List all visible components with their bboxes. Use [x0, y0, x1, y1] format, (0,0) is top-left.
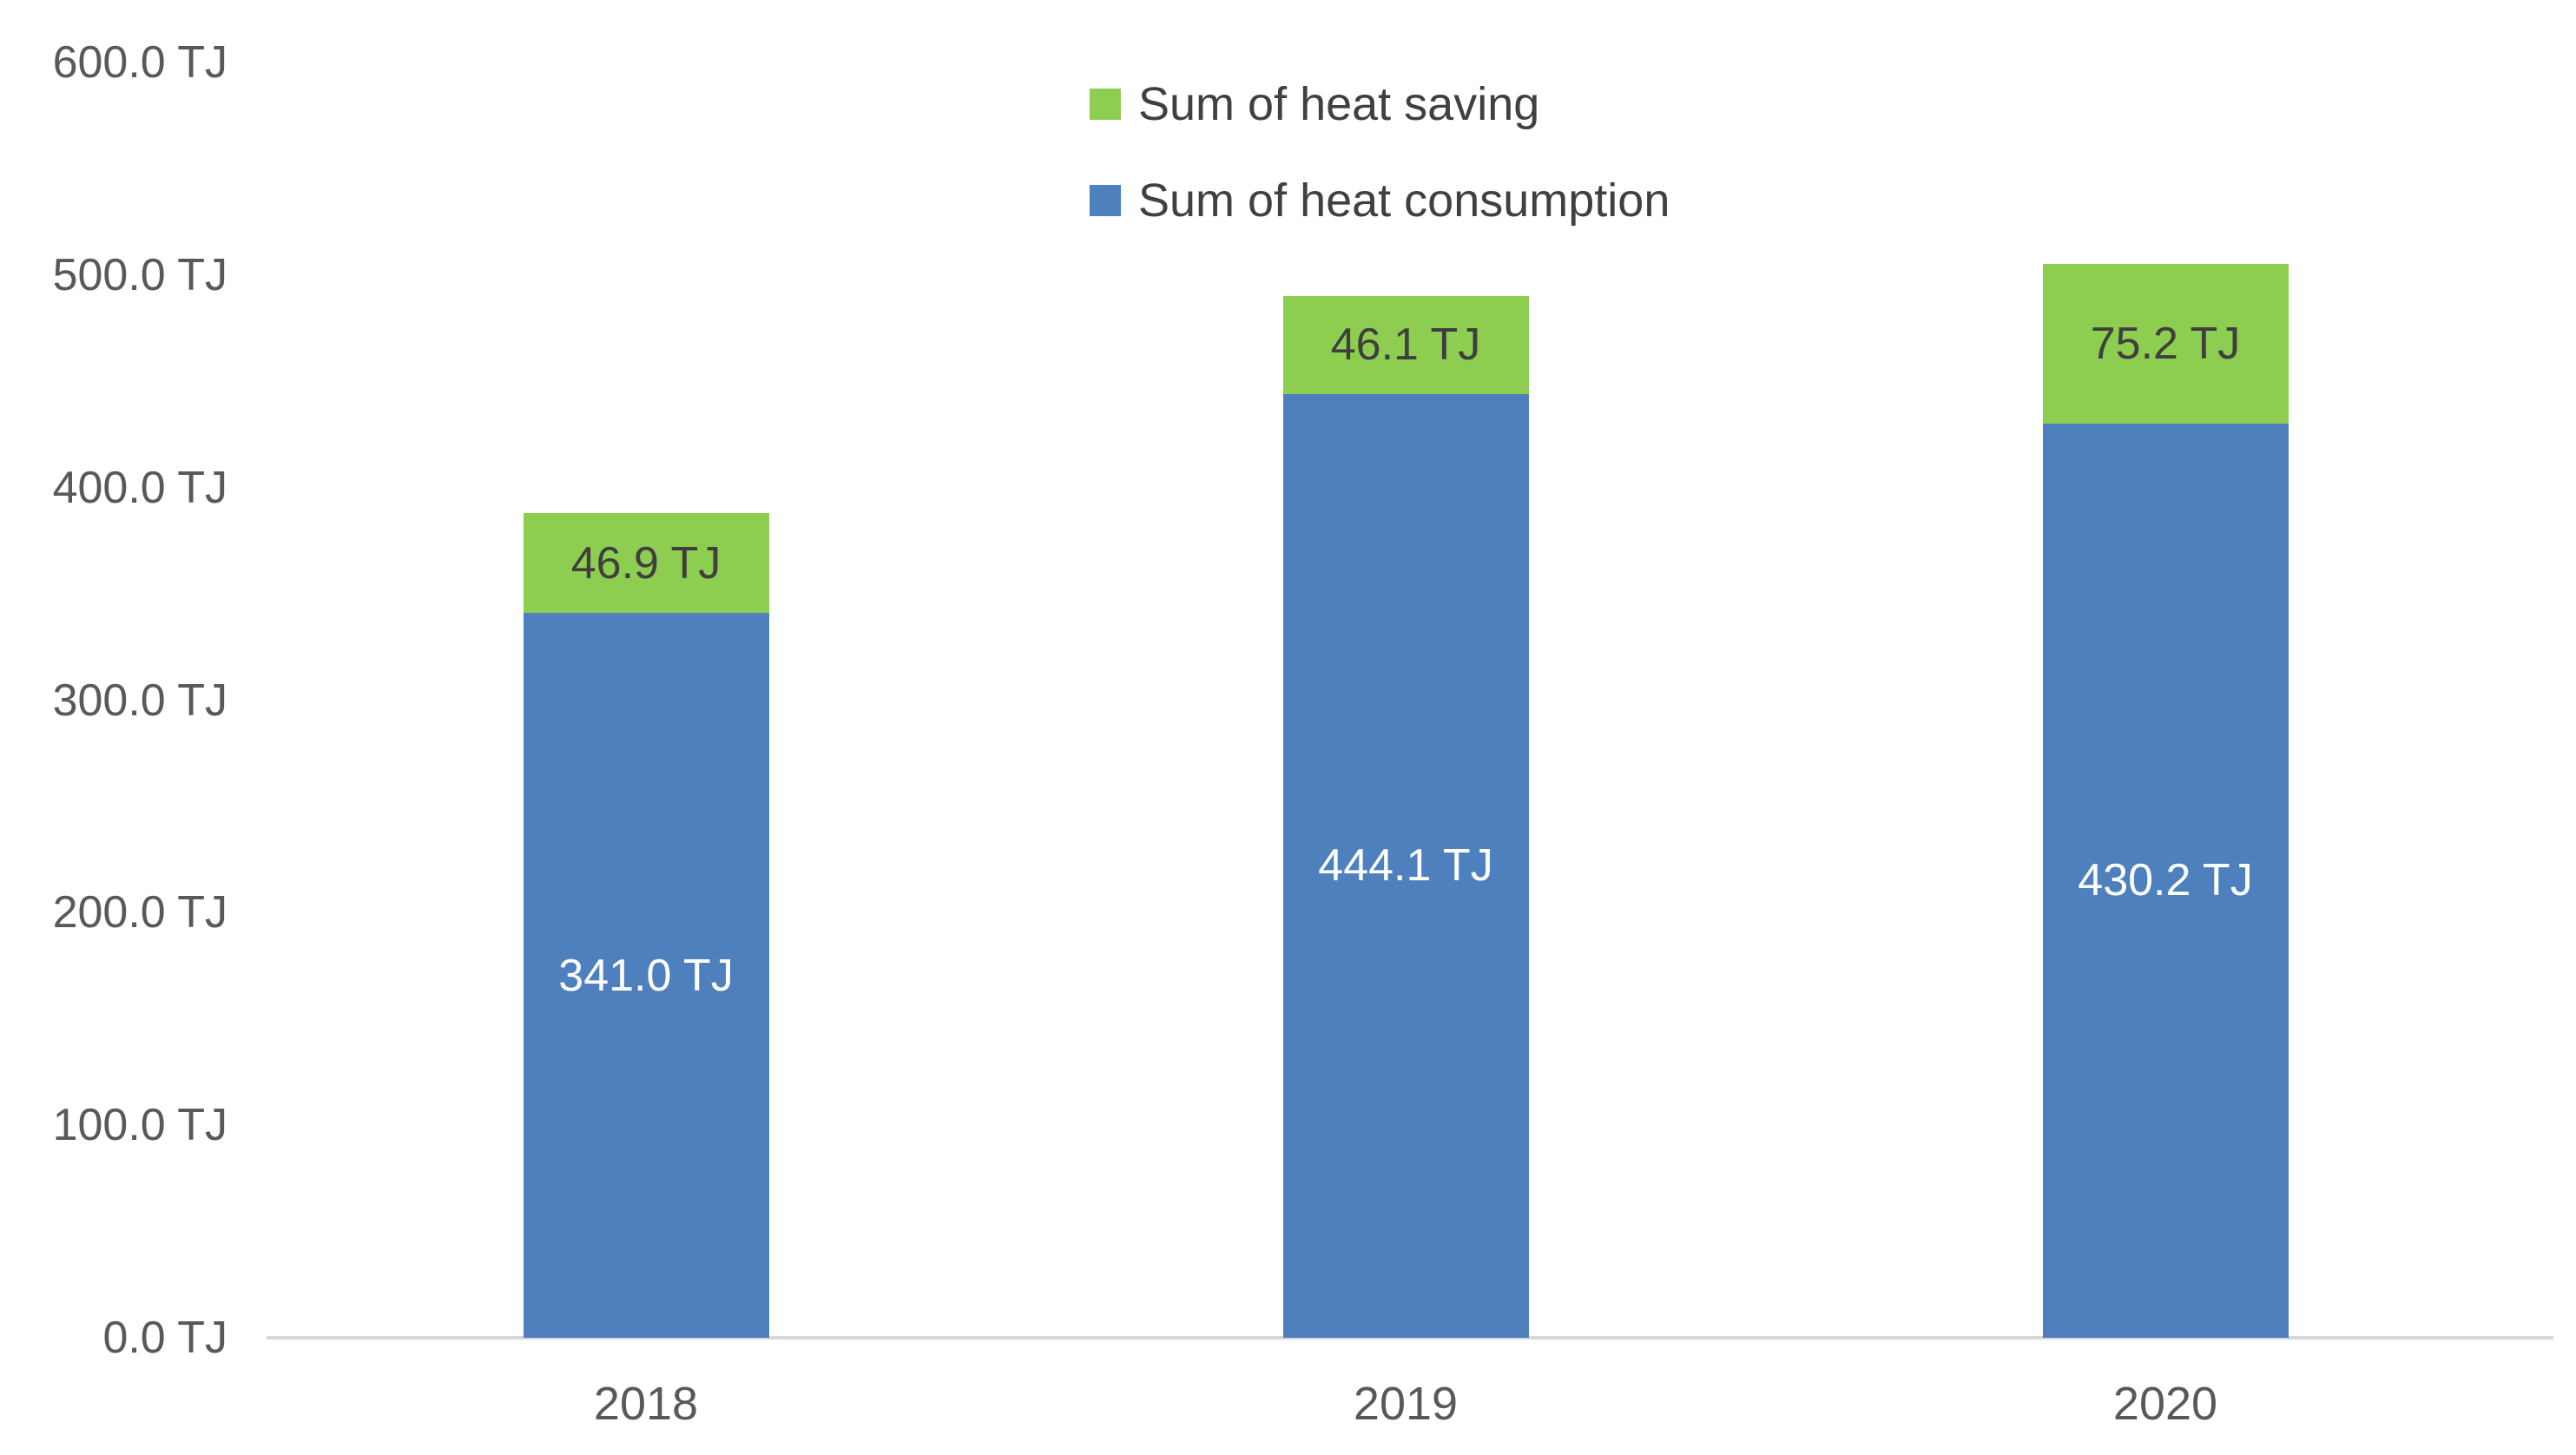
y-tick-label: 300.0 TJ — [52, 675, 227, 726]
y-tick-label: 0.0 TJ — [102, 1313, 227, 1363]
bar-segment-sum-of-heat-saving-2019: 46.1 TJ — [1282, 295, 1529, 394]
y-tick-label: 200.0 TJ — [52, 887, 227, 938]
data-label: 75.2 TJ — [2090, 318, 2241, 369]
bar-segment-sum-of-heat-saving-2018: 46.9 TJ — [523, 513, 769, 614]
data-label: 46.9 TJ — [570, 537, 721, 589]
data-label: 430.2 TJ — [2078, 855, 2253, 906]
legend-item-label: Sum of heat consumption — [1138, 174, 1670, 227]
bar-segment-sum-of-heat-consumption-2019: 444.1 TJ — [1282, 393, 1529, 1338]
x-axis-label-2020: 2020 — [2112, 1378, 2218, 1430]
bar-segment-sum-of-heat-saving-2020: 75.2 TJ — [2042, 263, 2289, 424]
y-tick-label: 500.0 TJ — [52, 249, 227, 300]
data-label: 341.0 TJ — [558, 950, 734, 1001]
legend-swatch-icon — [1090, 185, 1121, 216]
y-tick-label: 400.0 TJ — [52, 462, 227, 513]
bar-segment-sum-of-heat-consumption-2020: 430.2 TJ — [2042, 423, 2289, 1338]
y-tick-label: 100.0 TJ — [52, 1100, 227, 1151]
x-axis-label-2018: 2018 — [593, 1378, 699, 1430]
legend-item: Sum of heat consumption — [1090, 173, 1670, 228]
bar-segment-sum-of-heat-consumption-2018: 341.0 TJ — [523, 613, 769, 1338]
y-tick-label: 600.0 TJ — [52, 37, 227, 88]
legend-item: Sum of heat saving — [1090, 76, 1539, 132]
x-axis-line — [267, 1336, 2553, 1340]
legend-item-label: Sum of heat saving — [1138, 78, 1540, 130]
x-axis-label-2019: 2019 — [1353, 1378, 1459, 1430]
data-label: 46.1 TJ — [1330, 319, 1481, 371]
legend-swatch-icon — [1090, 89, 1121, 120]
data-label: 444.1 TJ — [1318, 840, 1493, 892]
